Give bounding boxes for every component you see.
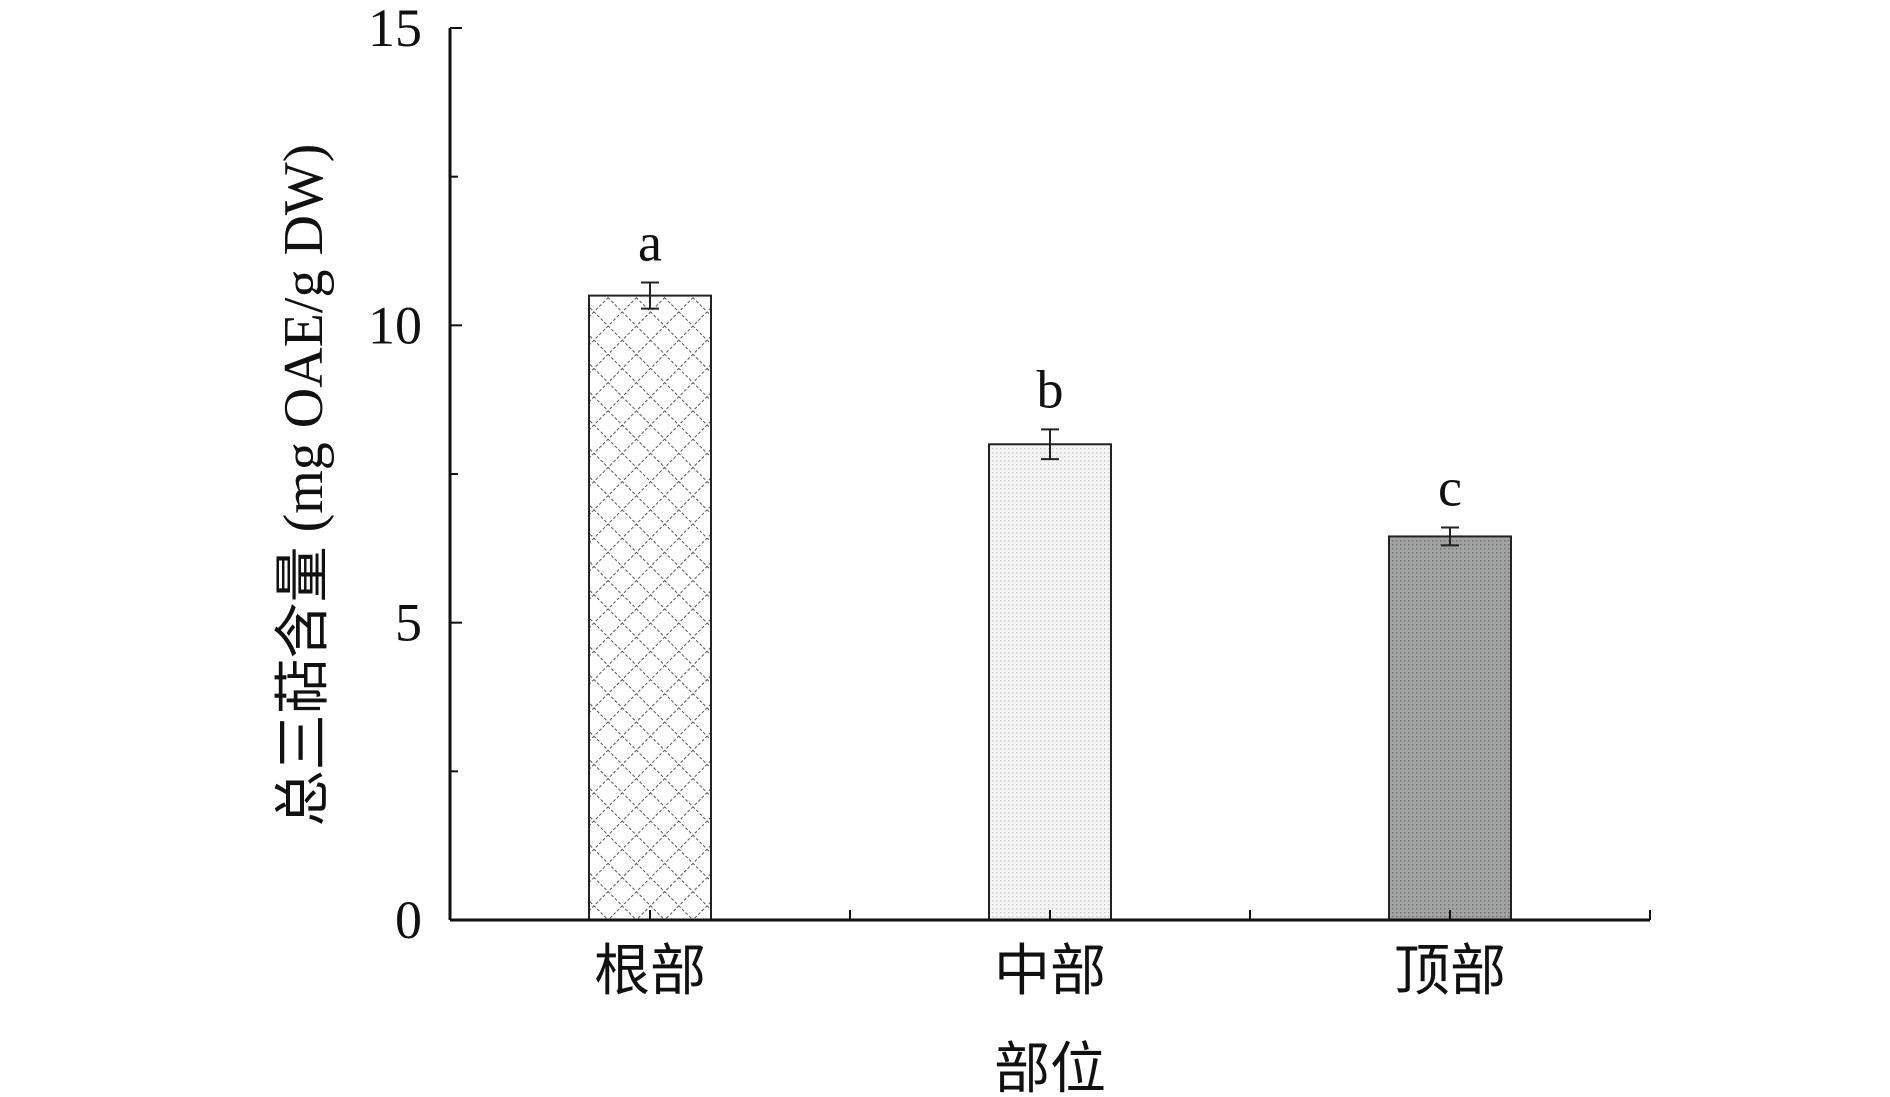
x-tick-label-2: 中部	[994, 941, 1106, 1003]
y-axis-title: 总三萜含量 (mg OAE/g DW)	[273, 144, 335, 827]
x-tick-label-3: 顶部	[1394, 941, 1506, 1003]
error-bars-layer	[641, 281, 1459, 547]
x-ticks-layer: 根部 中部 顶部	[594, 910, 1651, 1003]
significance-letter-1: a	[638, 213, 662, 273]
y-tick-label-5: 5	[395, 593, 422, 653]
x-axis-title: 部位	[994, 1039, 1106, 1097]
y-tick-label-10: 10	[368, 295, 422, 355]
significance-letter-2: b	[1037, 359, 1064, 419]
significance-letter-3: c	[1438, 458, 1462, 518]
bar-3	[1388, 535, 1512, 921]
y-tick-label-0: 0	[395, 890, 422, 950]
bar-2	[988, 443, 1112, 921]
x-tick-label-1: 根部	[594, 941, 706, 1003]
bar-1	[588, 294, 712, 922]
y-ticks-layer: 0 5 10 15	[368, 0, 462, 950]
significance-letters-layer: a b c	[638, 213, 1462, 518]
y-tick-label-15: 15	[368, 0, 422, 58]
